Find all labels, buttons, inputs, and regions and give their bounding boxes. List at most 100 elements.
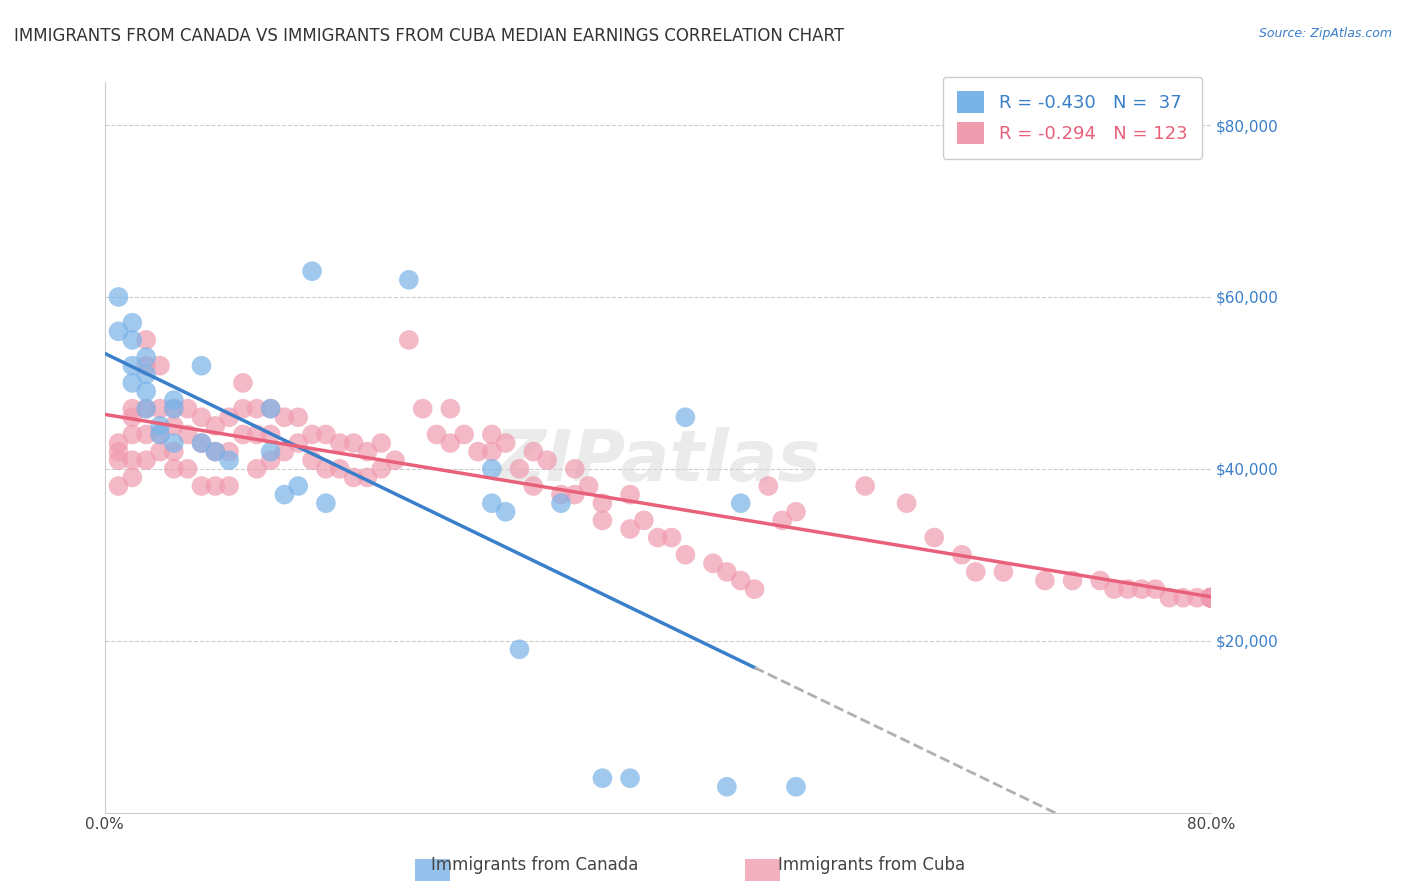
Point <box>425 427 447 442</box>
Point <box>716 565 738 579</box>
Point <box>259 401 281 416</box>
Point <box>329 436 352 450</box>
Point <box>619 487 641 501</box>
Point <box>673 548 696 562</box>
Point <box>232 376 254 390</box>
Point <box>619 771 641 785</box>
Point <box>356 470 378 484</box>
Point <box>342 436 364 450</box>
Point <box>135 384 157 399</box>
Point <box>259 427 281 442</box>
Point <box>107 453 129 467</box>
Point <box>163 436 186 450</box>
Point <box>522 479 544 493</box>
Point <box>163 401 186 416</box>
Point <box>301 453 323 467</box>
Point <box>1199 591 1222 605</box>
Point <box>591 771 613 785</box>
Point <box>232 401 254 416</box>
Point <box>756 479 779 493</box>
Point <box>673 410 696 425</box>
Point <box>135 427 157 442</box>
Point <box>1130 582 1153 596</box>
Point <box>356 444 378 458</box>
Point <box>163 401 186 416</box>
Point <box>218 444 240 458</box>
Point <box>1199 591 1222 605</box>
Point <box>564 487 586 501</box>
Point <box>121 376 143 390</box>
Point <box>1199 591 1222 605</box>
Point <box>135 401 157 416</box>
Point <box>163 418 186 433</box>
Point <box>785 780 807 794</box>
Point <box>329 462 352 476</box>
Point <box>149 401 172 416</box>
Point <box>481 427 503 442</box>
Point <box>702 557 724 571</box>
Point <box>259 453 281 467</box>
Point <box>121 427 143 442</box>
Point <box>1199 591 1222 605</box>
Point <box>246 401 269 416</box>
Point <box>121 316 143 330</box>
Point <box>107 436 129 450</box>
Point <box>896 496 918 510</box>
Point <box>564 462 586 476</box>
Text: Source: ZipAtlas.com: Source: ZipAtlas.com <box>1258 27 1392 40</box>
Point <box>342 470 364 484</box>
Point <box>149 427 172 442</box>
Point <box>1199 591 1222 605</box>
Point <box>522 444 544 458</box>
Point <box>536 453 558 467</box>
Point <box>163 393 186 408</box>
Point <box>467 444 489 458</box>
Point <box>315 462 337 476</box>
Point <box>107 444 129 458</box>
Text: Immigrants from Canada: Immigrants from Canada <box>430 856 638 874</box>
Text: Immigrants from Cuba: Immigrants from Cuba <box>778 856 966 874</box>
Point <box>730 574 752 588</box>
FancyBboxPatch shape <box>415 859 450 881</box>
Point <box>190 436 212 450</box>
Point <box>633 513 655 527</box>
Point <box>398 333 420 347</box>
Point <box>744 582 766 596</box>
Point <box>730 496 752 510</box>
Point <box>107 479 129 493</box>
Point <box>398 273 420 287</box>
Point <box>163 462 186 476</box>
Point <box>1171 591 1194 605</box>
Point <box>190 359 212 373</box>
Point <box>315 496 337 510</box>
Point <box>176 462 198 476</box>
Point <box>591 513 613 527</box>
Point <box>1199 591 1222 605</box>
Point <box>922 531 945 545</box>
Point <box>1199 591 1222 605</box>
Point <box>481 444 503 458</box>
Point <box>1199 591 1222 605</box>
Point <box>1199 591 1222 605</box>
Point <box>1199 591 1222 605</box>
Point <box>453 427 475 442</box>
Point <box>273 444 295 458</box>
Point <box>149 444 172 458</box>
Point <box>204 444 226 458</box>
Point <box>1088 574 1111 588</box>
Point <box>273 487 295 501</box>
Point <box>965 565 987 579</box>
Point <box>287 436 309 450</box>
Point <box>149 427 172 442</box>
Point <box>993 565 1015 579</box>
Point <box>176 401 198 416</box>
Point <box>1199 591 1222 605</box>
Point <box>163 444 186 458</box>
Point <box>121 333 143 347</box>
Point <box>259 444 281 458</box>
Point <box>481 462 503 476</box>
Point <box>121 359 143 373</box>
Point <box>218 453 240 467</box>
Point <box>190 410 212 425</box>
Point <box>135 359 157 373</box>
